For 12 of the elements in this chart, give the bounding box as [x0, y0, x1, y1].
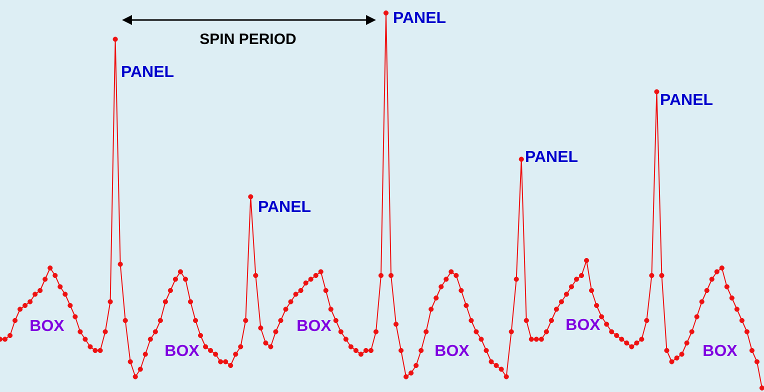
annotation: PANEL	[525, 149, 578, 166]
annotation: PANEL	[121, 64, 174, 81]
annotation: PANEL	[393, 10, 446, 27]
annotation: BOX	[702, 343, 738, 360]
annotation: BOX	[566, 317, 601, 334]
annotation: PANEL	[258, 199, 312, 216]
annotation: BOX	[164, 343, 200, 360]
annotation: BOX	[296, 318, 332, 335]
annotation: PANEL	[660, 92, 714, 109]
annotation: SPIN PERIOD	[200, 31, 297, 48]
annotation: BOX	[434, 343, 470, 360]
annotation: BOX	[30, 318, 65, 335]
